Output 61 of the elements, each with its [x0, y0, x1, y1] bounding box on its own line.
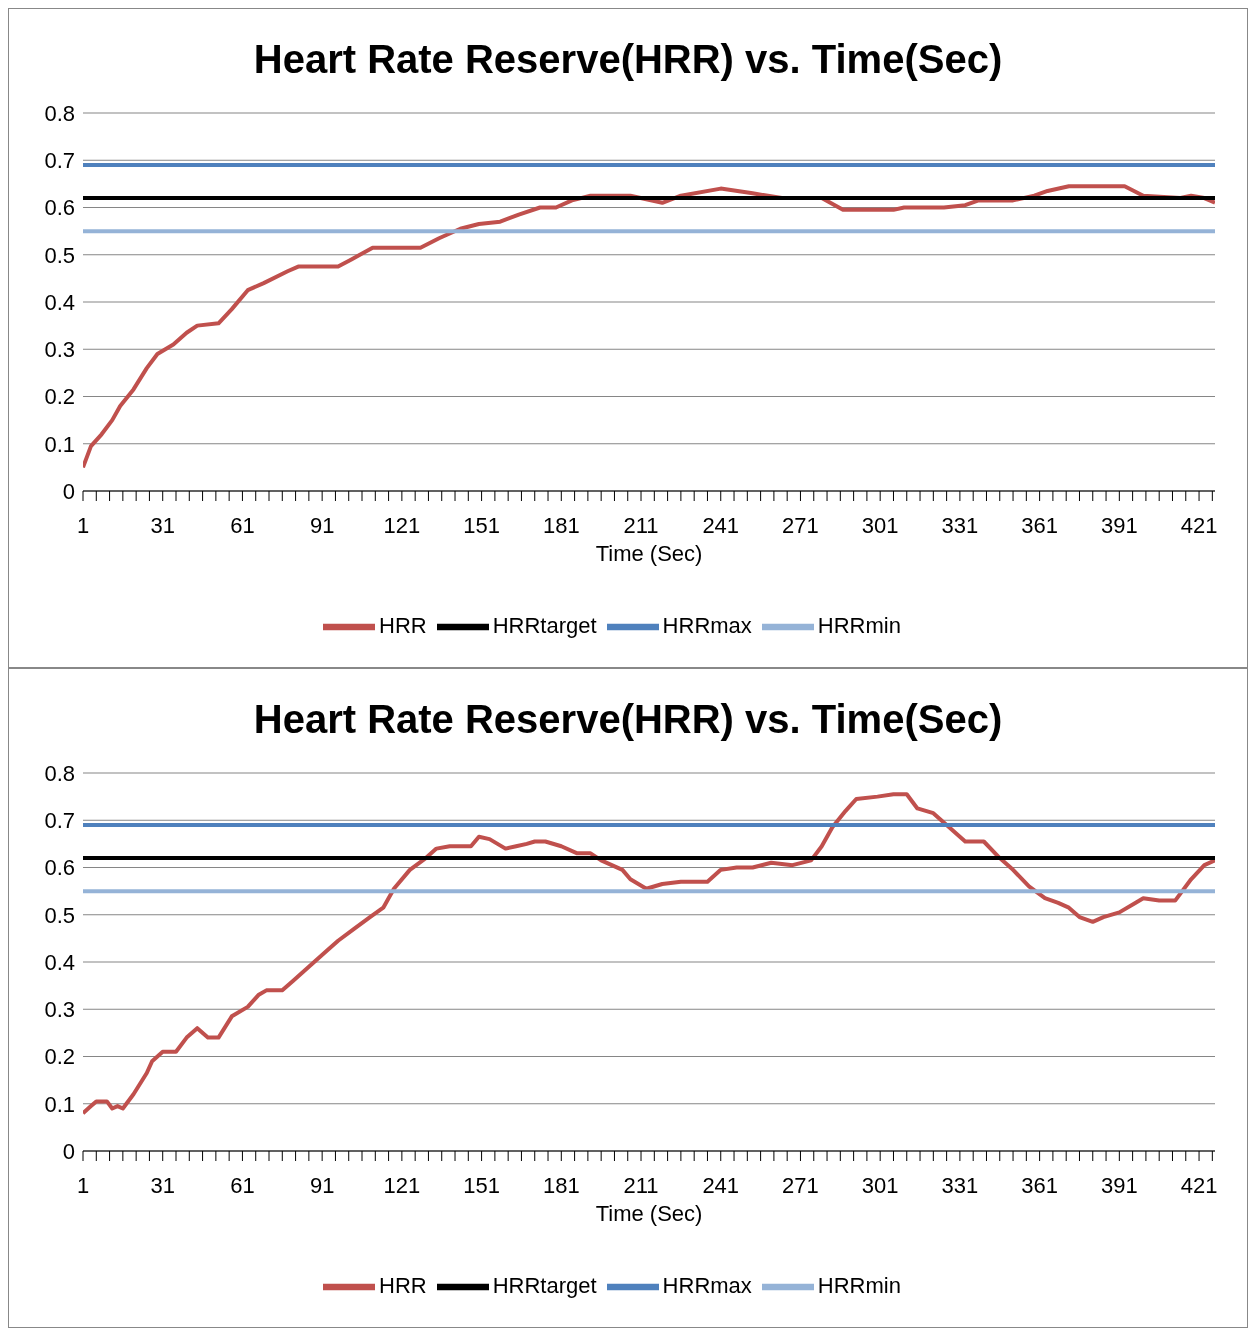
legend-label: HRR [379, 1272, 427, 1298]
y-tick-label: 0.8 [44, 100, 75, 126]
x-tick-label: 211 [623, 512, 659, 538]
x-tick-label: 301 [861, 512, 899, 538]
legend-label: HRRmin [817, 1272, 901, 1298]
x-tick-label: 331 [941, 1172, 979, 1198]
x-tick-label: 391 [1100, 512, 1138, 538]
x-tick-label: 31 [150, 1172, 175, 1198]
x-tick-label: 1 [76, 1172, 90, 1198]
x-axis-title: Time (Sec) [595, 541, 703, 566]
x-tick-label: 241 [702, 512, 740, 538]
x-tick-label: 121 [383, 1172, 421, 1198]
y-tick-label: 0.6 [44, 195, 75, 221]
chart-title: Heart Rate Reserve(HRR) vs. Time(Sec) [252, 37, 1004, 83]
legend-label: HRR [379, 612, 427, 638]
legend-label: HRRmin [817, 612, 901, 638]
legend-label: HRRmax [662, 1272, 752, 1298]
x-tick-label: 61 [230, 512, 255, 538]
y-tick-label: 0.6 [44, 855, 75, 881]
x-axis-title: Time (Sec) [595, 1201, 703, 1226]
y-tick-label: 0.1 [44, 431, 75, 457]
x-tick-label: 151 [463, 1172, 500, 1198]
y-tick-label: 0.7 [44, 148, 75, 174]
x-tick-label: 211 [623, 1172, 659, 1198]
y-tick-label: 0.4 [44, 949, 75, 975]
x-tick-label: 271 [782, 512, 819, 538]
legend-label: HRRmax [662, 612, 752, 638]
x-tick-label: 421 [1180, 1172, 1218, 1198]
x-tick-label: 31 [150, 512, 175, 538]
x-tick-label: 91 [309, 1172, 335, 1198]
y-tick-label: 0 [62, 1138, 75, 1164]
y-tick-label: 0.3 [44, 997, 75, 1023]
y-tick-label: 0.2 [44, 1044, 75, 1070]
y-tick-label: 0 [62, 478, 75, 504]
x-tick-label: 151 [463, 512, 500, 538]
chart-title: Heart Rate Reserve(HRR) vs. Time(Sec) [252, 697, 1004, 743]
x-tick-label: 391 [1100, 1172, 1138, 1198]
y-tick-label: 0.3 [44, 337, 75, 363]
y-tick-label: 0.5 [44, 242, 75, 268]
legend-label: HRRtarget [492, 612, 597, 638]
x-tick-label: 61 [230, 1172, 255, 1198]
y-tick-label: 0.5 [44, 902, 75, 928]
x-tick-label: 91 [309, 512, 335, 538]
x-tick-label: 181 [542, 512, 580, 538]
x-tick-label: 361 [1021, 512, 1058, 538]
x-tick-label: 361 [1021, 1172, 1058, 1198]
x-tick-label: 271 [782, 1172, 819, 1198]
line-series [83, 792, 1215, 1116]
y-tick-label: 0.7 [44, 808, 75, 834]
x-tick-label: 421 [1180, 512, 1218, 538]
y-tick-label: 0.1 [44, 1091, 75, 1117]
x-tick-label: 1 [76, 512, 90, 538]
x-tick-label: 331 [941, 512, 979, 538]
x-tick-label: 241 [702, 1172, 740, 1198]
y-tick-label: 0.8 [44, 760, 75, 786]
x-tick-label: 121 [383, 512, 421, 538]
y-tick-label: 0.2 [44, 384, 75, 410]
x-tick-label: 301 [861, 1172, 899, 1198]
y-tick-label: 0.4 [44, 289, 75, 315]
legend-label: HRRtarget [492, 1272, 597, 1298]
x-tick-label: 181 [542, 1172, 580, 1198]
